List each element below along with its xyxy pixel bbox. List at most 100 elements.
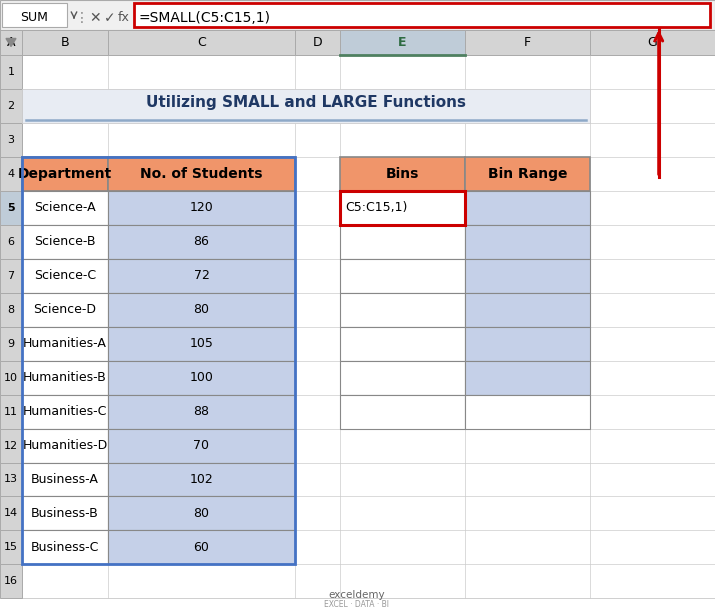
Bar [108, 224, 295, 259]
Bar [465, 395, 590, 429]
Text: 16: 16 [4, 576, 18, 586]
Text: 6: 6 [7, 237, 14, 246]
Bar [340, 30, 465, 55]
Text: D: D [312, 36, 322, 49]
Bar [22, 361, 108, 395]
Text: 72: 72 [194, 269, 209, 282]
Bar [22, 531, 108, 564]
Bar [0, 55, 22, 89]
Bar [22, 157, 108, 191]
Bar [108, 497, 295, 531]
Bar [465, 361, 590, 395]
Bar [22, 224, 108, 259]
Bar [0, 531, 22, 564]
Bar [22, 395, 108, 429]
Text: ✕: ✕ [89, 11, 101, 25]
Text: Science-D: Science-D [34, 303, 97, 316]
Text: A: A [6, 36, 15, 49]
Text: Bin Range: Bin Range [488, 167, 567, 181]
Text: Department: Department [18, 167, 112, 181]
Bar [465, 293, 590, 326]
Bar [22, 55, 715, 598]
Text: 11: 11 [4, 406, 18, 417]
Bar [108, 293, 295, 326]
Bar [0, 293, 22, 326]
Bar [340, 224, 465, 259]
Bar [340, 259, 465, 293]
Bar [295, 30, 340, 55]
Bar [0, 224, 22, 259]
Bar [22, 326, 108, 361]
Text: 15: 15 [4, 542, 18, 553]
Text: 102: 102 [189, 473, 213, 486]
Bar [2, 3, 67, 27]
Bar [590, 30, 715, 55]
Bar [22, 30, 108, 55]
Text: 9: 9 [7, 339, 14, 349]
Text: 100: 100 [189, 371, 214, 384]
Text: 5: 5 [7, 203, 15, 213]
Text: Science-A: Science-A [34, 201, 96, 214]
Bar [108, 395, 295, 429]
Text: 2: 2 [7, 101, 14, 111]
Bar [465, 191, 590, 224]
Text: F: F [524, 36, 531, 49]
Bar [0, 157, 22, 191]
Bar [0, 462, 22, 497]
Text: Humanities-D: Humanities-D [22, 439, 108, 452]
Bar [22, 157, 295, 564]
Bar [108, 429, 295, 462]
Text: 4: 4 [7, 169, 14, 179]
Text: EXCEL · DATA · BI: EXCEL · DATA · BI [325, 600, 390, 609]
Bar [340, 361, 465, 395]
Bar [465, 259, 590, 293]
Text: 13: 13 [4, 475, 18, 484]
Text: SUM: SUM [20, 12, 48, 24]
Bar [0, 395, 22, 429]
Bar [22, 497, 108, 531]
Text: G: G [648, 36, 657, 49]
Bar [0, 89, 22, 123]
Bar [0, 361, 22, 395]
Bar [0, 30, 22, 55]
Bar [340, 191, 465, 224]
Bar [22, 191, 108, 224]
Bar [0, 564, 22, 598]
Text: 60: 60 [194, 541, 209, 554]
Bar [108, 157, 295, 191]
Bar [465, 224, 590, 259]
Text: 8: 8 [7, 304, 14, 315]
Text: fx: fx [118, 12, 130, 24]
Text: E: E [398, 36, 407, 49]
Text: Humanities-B: Humanities-B [23, 371, 107, 384]
Text: Business-A: Business-A [31, 473, 99, 486]
Text: Business-C: Business-C [31, 541, 99, 554]
Text: Business-B: Business-B [31, 507, 99, 520]
Text: No. of Students: No. of Students [140, 167, 262, 181]
Text: Science-C: Science-C [34, 269, 96, 282]
Bar [0, 259, 22, 293]
Bar [0, 497, 22, 531]
Text: 80: 80 [194, 507, 209, 520]
Bar [465, 326, 590, 361]
Text: C: C [197, 36, 206, 49]
Bar [340, 157, 465, 191]
Text: Humanities-A: Humanities-A [23, 337, 107, 350]
Text: 1: 1 [7, 67, 14, 77]
Bar [108, 191, 295, 224]
Text: 12: 12 [4, 440, 18, 451]
Text: ⋮: ⋮ [75, 11, 89, 25]
Bar [108, 531, 295, 564]
Bar [134, 3, 710, 27]
Text: B: B [61, 36, 69, 49]
Text: 105: 105 [189, 337, 214, 350]
Bar [108, 259, 295, 293]
Bar [340, 326, 465, 361]
Text: 86: 86 [194, 235, 209, 248]
Bar [22, 462, 108, 497]
Text: 3: 3 [7, 135, 14, 145]
Text: Science-B: Science-B [34, 235, 96, 248]
Text: 10: 10 [4, 373, 18, 382]
Bar [22, 293, 108, 326]
Bar [108, 462, 295, 497]
